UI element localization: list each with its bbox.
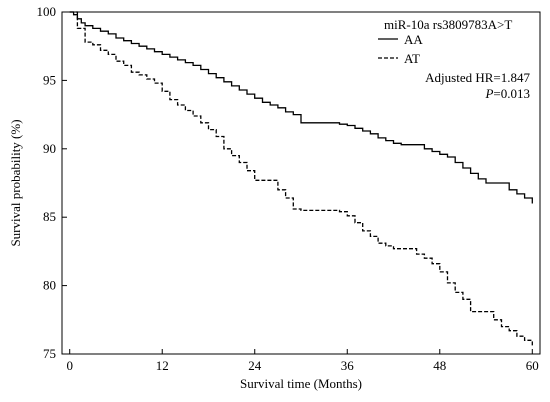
y-tick-label: 90 — [43, 141, 56, 156]
y-tick-label: 80 — [43, 278, 56, 293]
x-tick-label: 36 — [341, 358, 355, 373]
x-tick-label: 24 — [248, 358, 262, 373]
legend-title: miR-10a rs3809783A>T — [384, 17, 512, 32]
x-tick-label: 60 — [526, 358, 539, 373]
y-tick-label: 100 — [37, 4, 57, 19]
y-tick-label: 85 — [43, 209, 56, 224]
hazard-ratio-annotation: Adjusted HR=1.847 — [425, 70, 530, 85]
series-line-aa — [69, 11, 533, 204]
x-tick-label: 0 — [66, 358, 73, 373]
legend: miR-10a rs3809783A>T AA AT — [378, 17, 512, 66]
y-axis-label: Survival probability (%) — [8, 119, 23, 246]
p-value-annotation: P=0.013 — [484, 86, 530, 101]
series-layer — [69, 11, 533, 346]
y-tick-label: 75 — [43, 346, 56, 361]
y-tick-label: 95 — [43, 72, 56, 87]
plot-frame — [61, 11, 541, 355]
axis-tick-labels: 0 12 24 36 48 60 75 80 85 90 95 100 — [37, 4, 539, 373]
x-tick-label: 48 — [433, 358, 446, 373]
axis-ticks — [62, 11, 533, 355]
series-line-at — [69, 11, 533, 346]
legend-label-at: AT — [404, 51, 420, 66]
legend-label-aa: AA — [404, 32, 423, 47]
p-value: =0.013 — [493, 86, 530, 101]
x-tick-label: 12 — [156, 358, 169, 373]
p-symbol: P — [484, 86, 493, 101]
x-axis-label: Survival time (Months) — [240, 376, 362, 391]
